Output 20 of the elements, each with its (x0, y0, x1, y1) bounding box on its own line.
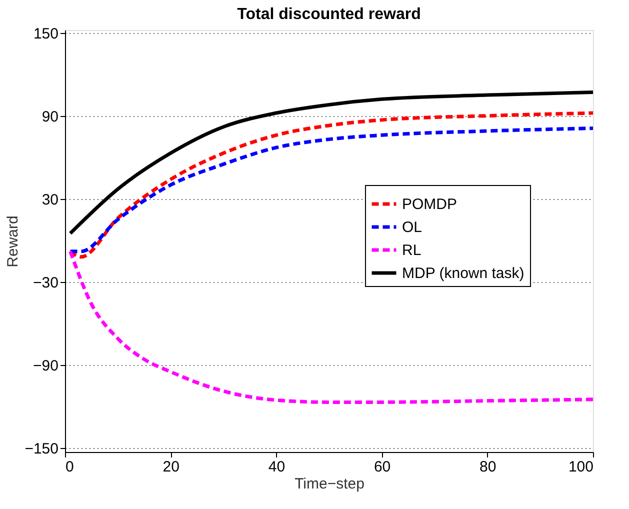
legend-label: OL (402, 219, 422, 236)
x-tick-label: 20 (162, 458, 180, 476)
chart-title: Total discounted reward (237, 6, 421, 23)
y-tick-label: −30 (33, 274, 58, 292)
legend-label: MDP (known task) (402, 265, 524, 282)
legend-label: RL (402, 242, 422, 259)
y-axis-title: Reward (4, 216, 22, 268)
y-tick-label: 30 (42, 191, 58, 208)
y-tick-label: 150 (33, 25, 58, 42)
x-tick-label: 0 (66, 458, 74, 476)
x-axis-title: Time−step (294, 476, 364, 492)
x-tick-label: 80 (480, 458, 496, 476)
x-tick-label: 100 (568, 458, 594, 476)
y-tick-label: 90 (42, 108, 58, 126)
line-series (68, 90, 593, 236)
y-tick-label: −90 (33, 357, 58, 374)
y-tick-label: −150 (24, 440, 58, 458)
x-tick-label: 60 (374, 458, 391, 476)
x-tick-label: 40 (268, 458, 286, 476)
legend-label: POMDP (402, 196, 458, 213)
